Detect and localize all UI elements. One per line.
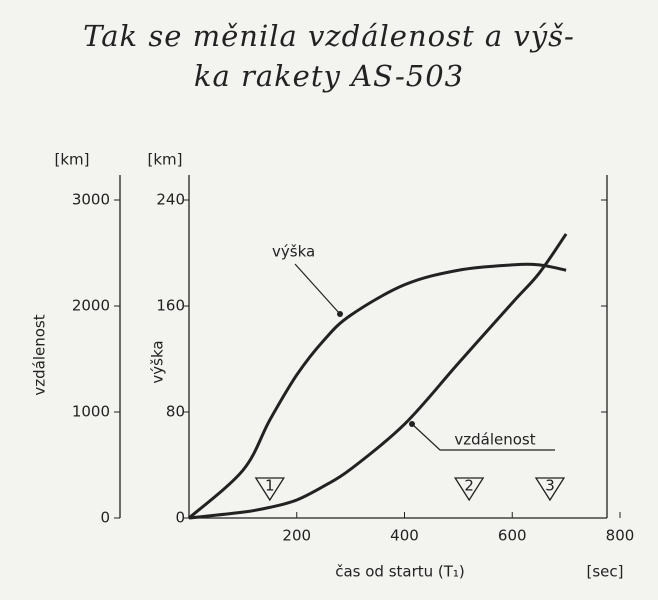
label-arrow [294,263,341,315]
arrow-head [409,421,415,427]
x-axis-label: čas od startu (T₁) [335,563,465,581]
y-unit: [km] [54,151,89,169]
x-tick-label: 600 [498,527,527,545]
plot-frame [188,175,608,519]
y-tick-label: 2000 [72,297,110,315]
label-arrow [411,423,555,451]
y2-unit: [km] [147,151,182,169]
event-marker [534,477,566,502]
series-label: výška [272,243,315,261]
data-line [188,233,568,520]
series-label: vzdálenost [454,431,535,449]
chart-title: Tak se měnila vzdálenost a výš- [83,19,575,53]
data-line [188,262,567,520]
event-marker [453,477,485,502]
y2-axis-label: výška [149,340,167,383]
x-unit: [sec] [587,563,624,581]
arrow-head [337,311,343,317]
y-axis-label: vzdálenost [31,314,49,395]
y2-tick-label: 80 [166,403,185,421]
y2-tick-label: 240 [156,191,185,209]
y-tick-label: 0 [100,509,110,527]
x-tick-label: 200 [282,527,311,545]
x-tick-label: 800 [606,527,635,545]
event-marker [254,477,285,502]
y2-tick-label: 160 [156,297,185,315]
y-tick-label: 1000 [72,403,110,421]
event-label: 3 [545,477,555,495]
chart-title: ka rakety AS-503 [194,59,464,93]
y-tick-label: 3000 [72,191,110,209]
event-label: 2 [464,477,474,495]
y2-tick-label: 0 [175,509,185,527]
x-tick-label: 400 [390,527,419,545]
event-label: 1 [265,477,275,495]
